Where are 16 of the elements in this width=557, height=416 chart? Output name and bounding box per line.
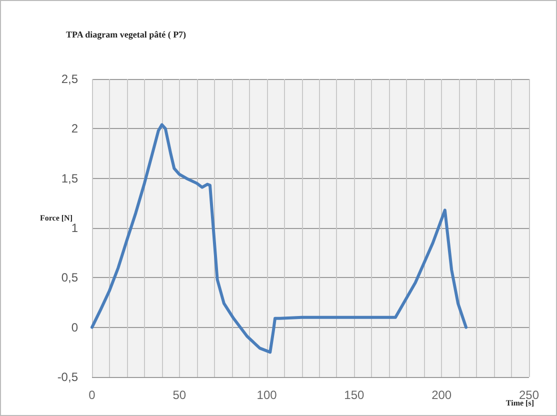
y-tick-label: 1,5 [61,171,78,186]
line-series [90,123,468,354]
y-axis-title: Force [N] [40,214,73,223]
x-tick-label: 100 [256,388,278,402]
y-tick-label: 2,5 [61,72,78,86]
y-tick-label: 0 [71,320,78,334]
y-tick-label: 2 [71,122,78,136]
x-tick-label: 200 [432,388,452,402]
x-tick-label: 150 [344,388,365,402]
y-tick-label: -0,5 [57,370,78,384]
chart-title: TPA diagram vegetal pâté ( P7) [66,30,186,40]
x-tick-label: 50 [172,388,186,402]
x-tick-label: 0 [88,388,96,402]
y-tick-label: 1 [71,221,78,235]
x-axis-title: Time [s] [506,398,534,408]
y-tick-label: 0,5 [61,270,78,285]
